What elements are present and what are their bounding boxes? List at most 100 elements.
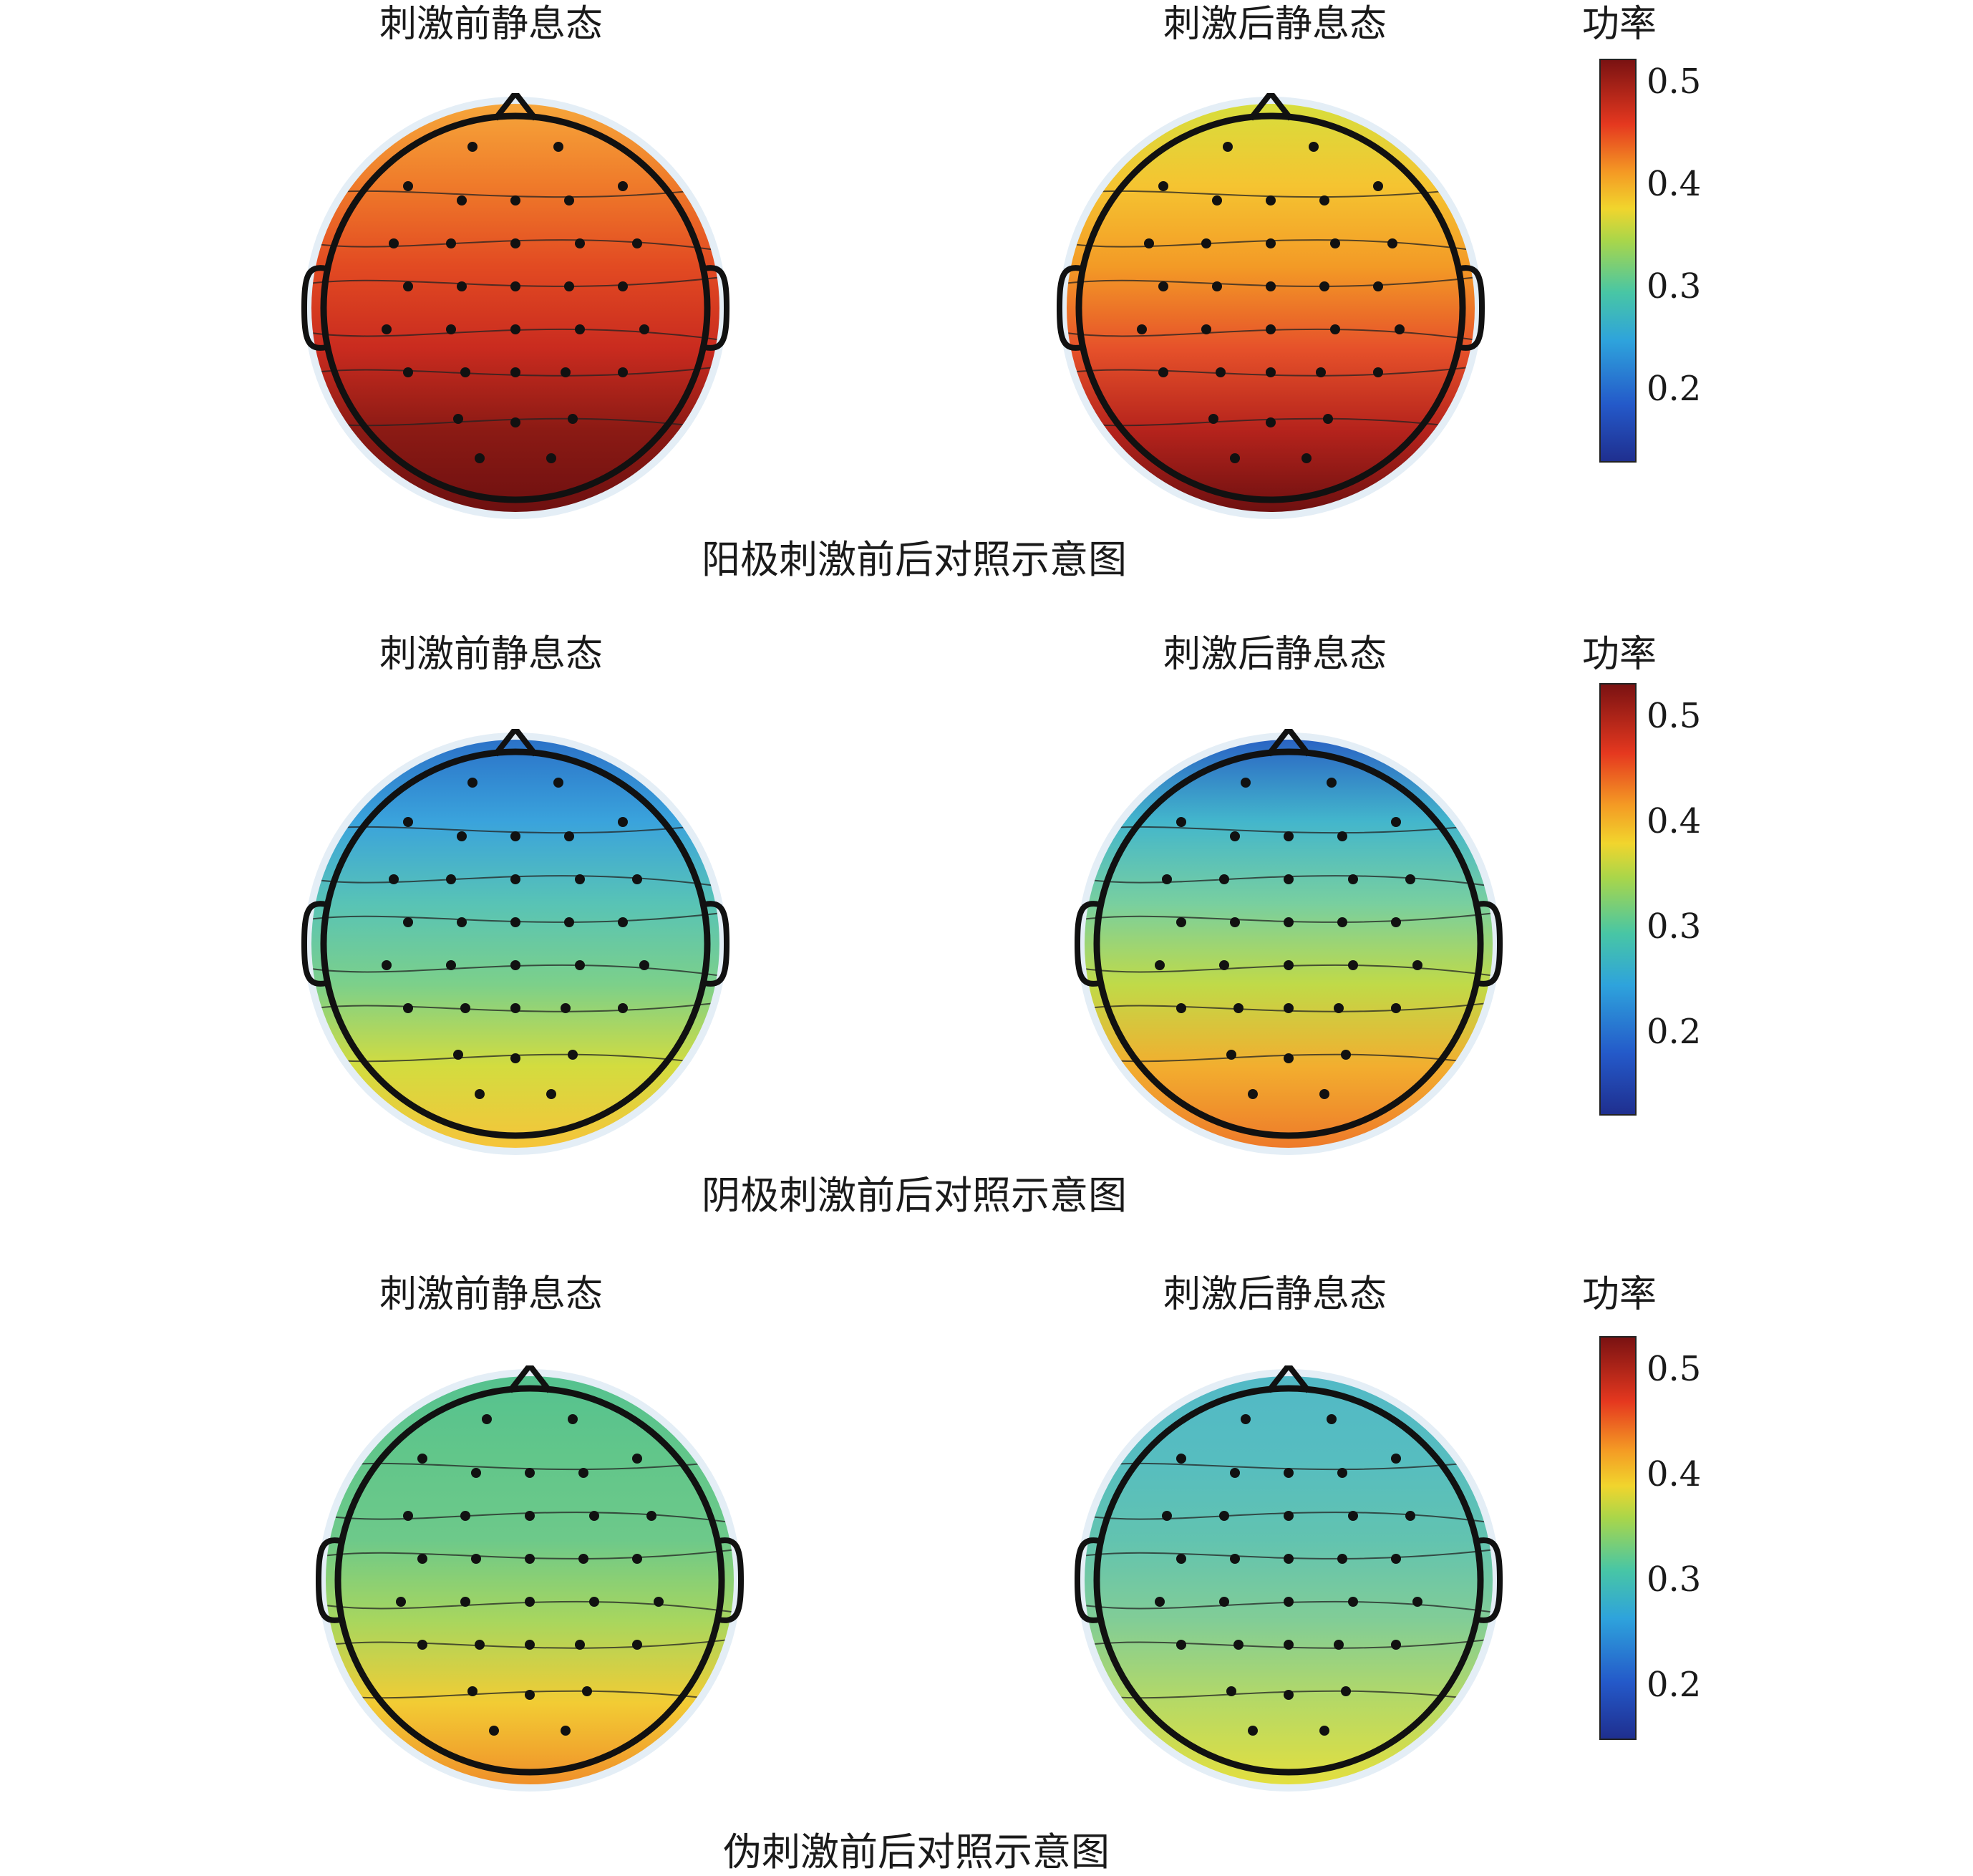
electrode-dot — [1266, 417, 1276, 427]
electrode-dot — [525, 1511, 535, 1521]
electrode-dot — [1412, 960, 1422, 970]
electrode-dot — [654, 1597, 664, 1607]
electrode-dot — [446, 324, 456, 334]
electrode-dot — [1219, 1511, 1229, 1521]
electrode-dot — [1284, 1511, 1294, 1521]
electrode-dot — [1405, 1511, 1415, 1521]
electrode-dot — [1337, 1554, 1347, 1564]
electrode-dot — [460, 367, 470, 377]
ear-right — [704, 265, 730, 351]
electrode-dot — [575, 960, 585, 970]
electrode-dot — [1337, 831, 1347, 841]
electrode-dot — [578, 1554, 588, 1564]
electrode-dot — [1248, 1726, 1258, 1736]
electrode-dot — [382, 324, 392, 334]
electrode-dot — [561, 1003, 571, 1013]
electrode-dot — [471, 1554, 481, 1564]
electrode-dot — [1319, 281, 1329, 291]
electrode-dot — [1230, 917, 1240, 927]
electrode-dot — [510, 874, 520, 884]
row1-after-title: 刺激后静息态 — [1163, 3, 1387, 46]
electrode-dot — [546, 453, 556, 463]
colorbar-tick: 0.2 — [1647, 369, 1702, 409]
electrode-dot — [564, 917, 574, 927]
electrode-dot — [482, 1414, 492, 1424]
electrode-dot — [389, 874, 399, 884]
electrode-dot — [471, 1468, 481, 1478]
electrode-dot — [1176, 917, 1186, 927]
electrode-dot — [475, 453, 485, 463]
electrode-dot — [389, 238, 399, 248]
electrode-dot — [1391, 917, 1401, 927]
electrode-dot — [575, 874, 585, 884]
nose-outline — [493, 729, 538, 757]
head-outline — [1093, 1385, 1484, 1776]
caption-sham: 伪刺激前后对照示意图 — [723, 1829, 1110, 1875]
electrode-dot — [1330, 324, 1340, 334]
electrode-dot — [1176, 1003, 1186, 1013]
electrode-dot — [417, 1454, 427, 1464]
head-outline — [1093, 748, 1484, 1139]
electrode-dot — [1405, 874, 1415, 884]
electrode-dot — [1162, 874, 1172, 884]
topomap-sham-before — [315, 1365, 745, 1792]
topomap-cathode-before — [301, 729, 730, 1155]
electrode-dot — [639, 960, 649, 970]
row2-after-title: 刺激后静息态 — [1163, 633, 1387, 676]
electrode-dot — [510, 1003, 520, 1013]
electrode-dot — [417, 1554, 427, 1564]
electrode-dot — [1373, 281, 1383, 291]
electrode-dot — [582, 1686, 592, 1696]
colorbar-tick: 0.3 — [1647, 1560, 1702, 1600]
electrode-dot — [1337, 917, 1347, 927]
electrode-dot — [417, 1640, 427, 1650]
electrode-dot — [1226, 1686, 1236, 1696]
power-fill — [326, 1376, 734, 1784]
electrode-dot — [1155, 960, 1165, 970]
power-fill — [1085, 1376, 1493, 1784]
row2-power-label: 功率 — [1582, 633, 1657, 676]
electrode-dot — [1284, 1640, 1294, 1650]
electrode-dot — [553, 778, 563, 788]
nose-outline — [1266, 729, 1312, 757]
electrode-dot — [525, 1640, 535, 1650]
electrode-dot — [457, 917, 467, 927]
colorbar-tick: 0.2 — [1647, 1665, 1702, 1705]
electrode-dot — [1137, 324, 1147, 334]
electrode-dot — [1201, 324, 1211, 334]
electrode-dot — [457, 195, 467, 206]
head-outline — [334, 1385, 725, 1776]
topomap-anode-before — [301, 93, 730, 519]
electrode-dot — [403, 1511, 413, 1521]
colorbar-row3 — [1599, 1336, 1637, 1740]
nose-outline — [507, 1365, 553, 1393]
electrode-dot — [1223, 142, 1233, 152]
electrode-dot — [396, 1597, 406, 1607]
electrode-dot — [1284, 831, 1294, 841]
electrode-dot — [575, 238, 585, 248]
caption-anode: 阳极刺激前后对照示意图 — [702, 537, 1127, 582]
electrode-dot — [1373, 181, 1383, 191]
ear-right — [718, 1537, 745, 1623]
colorbar-tick: 0.4 — [1647, 1454, 1702, 1494]
electrode-dot — [1284, 1003, 1294, 1013]
electrode-dot — [1319, 1726, 1329, 1736]
electrode-dot — [1266, 367, 1276, 377]
electrode-dot — [1176, 1554, 1186, 1564]
electrode-dot — [618, 367, 628, 377]
electrode-dot — [1284, 917, 1294, 927]
electrode-dot — [510, 960, 520, 970]
electrode-dot — [525, 1690, 535, 1700]
electrode-dot — [1230, 831, 1240, 841]
electrode-dot — [1387, 238, 1397, 248]
electrode-dot — [1162, 1511, 1172, 1521]
electrode-dot — [1284, 1053, 1294, 1063]
electrode-dot — [525, 1468, 535, 1478]
electrode-dot — [460, 1003, 470, 1013]
electrode-dot — [475, 1640, 485, 1650]
electrode-dot — [1230, 453, 1240, 463]
electrode-dot — [1284, 1690, 1294, 1700]
electrode-dot — [578, 1468, 588, 1478]
electrode-dot — [1284, 874, 1294, 884]
electrode-dot — [618, 281, 628, 291]
